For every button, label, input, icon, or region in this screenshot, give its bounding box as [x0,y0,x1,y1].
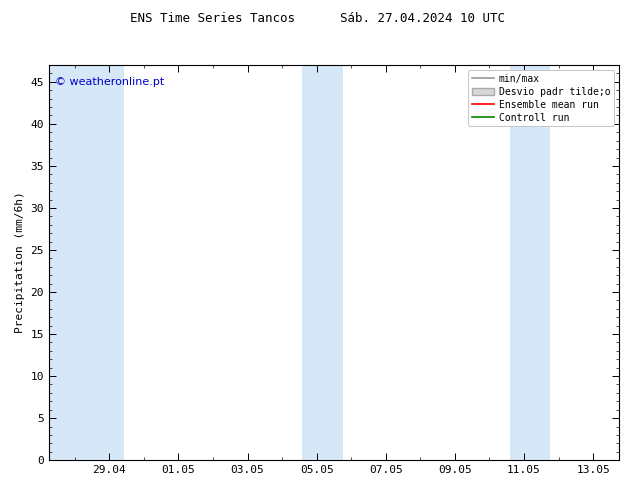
Y-axis label: Precipitation (mm/6h): Precipitation (mm/6h) [15,192,25,334]
Bar [49,65,124,460]
Bar [510,65,550,460]
Legend: min/max, Desvio padr tilde;o, Ensemble mean run, Controll run: min/max, Desvio padr tilde;o, Ensemble m… [469,70,614,126]
Text: ENS Time Series Tancos      Sáb. 27.04.2024 10 UTC: ENS Time Series Tancos Sáb. 27.04.2024 1… [129,12,505,25]
Bar [302,65,342,460]
Text: © weatheronline.pt: © weatheronline.pt [55,77,164,87]
